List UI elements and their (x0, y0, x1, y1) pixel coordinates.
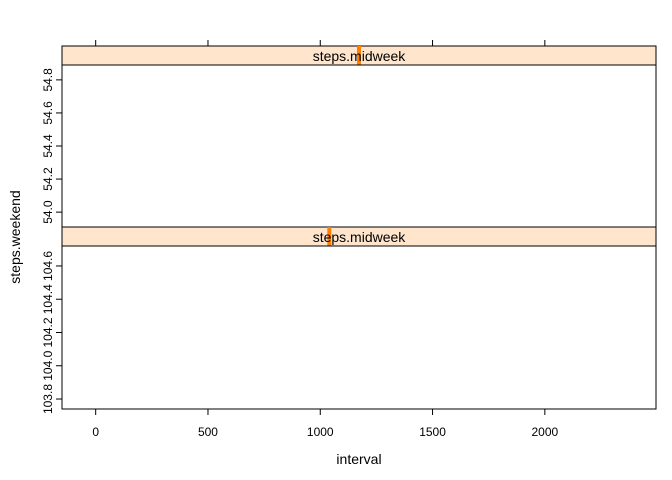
top-panel-frame (61, 64, 657, 228)
top-y-tick-label: 54.8 (41, 68, 55, 92)
x-tick-label: 1000 (307, 425, 334, 439)
top-y-tick-label: 54.4 (41, 134, 55, 158)
x-tick-label: 1500 (419, 425, 446, 439)
x-tick-label: 0 (92, 425, 99, 439)
x-axis-top (95, 40, 546, 46)
bottom-strip-indicator (327, 227, 332, 246)
y-axis-title: steps.weekend (7, 190, 23, 283)
bottom-y-tick-label: 104.0 (41, 350, 55, 380)
x-tick-label: 500 (198, 425, 218, 439)
x-axis-bottom: 0 500 1000 1500 2000 (92, 409, 559, 439)
top-strip-indicator (357, 46, 361, 65)
top-panel: steps.midweek 54.0 54.2 54.4 54.6 54.8 (41, 45, 657, 228)
top-strip-label: steps.midweek (313, 48, 407, 64)
bottom-panel: steps.midweek 103.8 104.0 104.2 104.4 104.6 (41, 226, 657, 414)
x-axis-title: interval (336, 451, 381, 467)
bottom-panel-y-ticks: 103.8 104.0 104.2 104.4 104.6 (41, 251, 62, 414)
bottom-y-tick-label: 104.6 (41, 251, 55, 281)
top-y-tick-label: 54.0 (41, 200, 55, 224)
top-y-tick-label: 54.6 (41, 101, 55, 125)
top-panel-y-ticks: 54.0 54.2 54.4 54.6 54.8 (41, 68, 62, 224)
top-y-tick-label: 54.2 (41, 167, 55, 191)
bottom-panel-frame (61, 245, 657, 410)
bottom-y-tick-label: 104.4 (41, 284, 55, 314)
bottom-y-tick-label: 103.8 (41, 384, 55, 414)
x-tick-label: 2000 (531, 425, 558, 439)
bottom-strip-label: steps.midweek (313, 229, 407, 245)
bottom-y-tick-label: 104.2 (41, 317, 55, 347)
